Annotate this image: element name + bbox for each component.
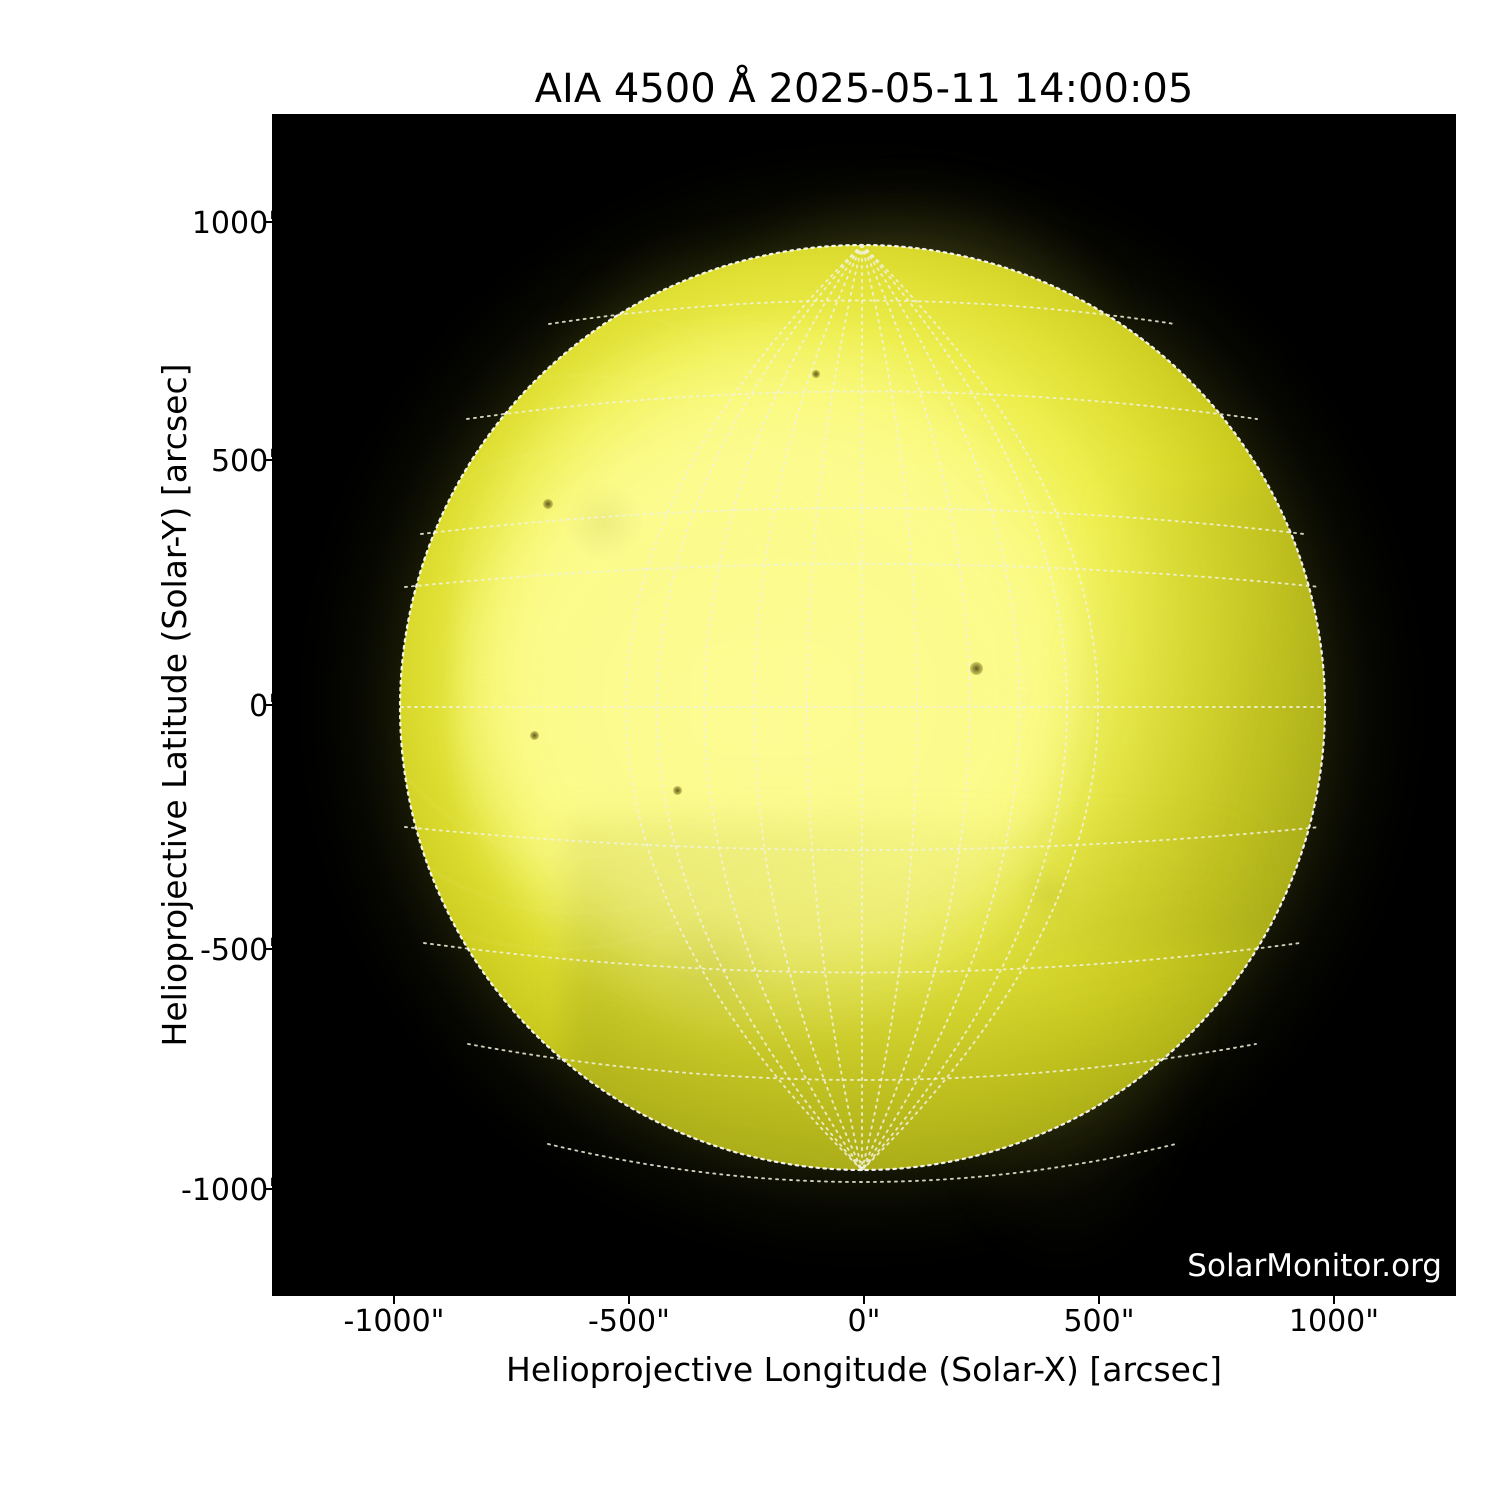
tick-label-x: -500" xyxy=(588,1304,670,1339)
tick-mark-x xyxy=(1098,1296,1100,1304)
tick-mark-x xyxy=(1333,1296,1335,1304)
tick-mark-y xyxy=(264,704,272,706)
solar-disk xyxy=(400,245,1325,1170)
tick-label-y: 500" xyxy=(210,444,282,479)
sunspot xyxy=(811,369,820,378)
y-axis-label: Helioprojective Latitude (Solar-Y) [arcs… xyxy=(155,363,194,1047)
watermark: SolarMonitor.org xyxy=(1187,1248,1442,1284)
tick-label-x: 500" xyxy=(1063,1304,1135,1339)
tick-mark-x xyxy=(863,1296,865,1304)
tick-label-x: 1000" xyxy=(1288,1304,1380,1339)
tick-mark-x xyxy=(628,1296,630,1304)
tick-mark-x xyxy=(393,1296,395,1304)
tick-mark-y xyxy=(264,948,272,950)
tick-label-x: -1000" xyxy=(343,1304,445,1339)
sunspot xyxy=(529,730,539,740)
tick-mark-y xyxy=(264,221,272,223)
plot-area[interactable]: SolarMonitor.org xyxy=(272,114,1456,1296)
page-title: AIA 4500 Å 2025-05-11 14:00:05 xyxy=(534,66,1194,112)
tick-label-x: 0" xyxy=(847,1304,881,1339)
sunspot xyxy=(969,662,983,676)
tick-label-y: -1000" xyxy=(181,1173,282,1208)
tick-mark-y xyxy=(264,1188,272,1190)
tick-label-y: -500" xyxy=(200,933,282,968)
tick-label-y: 1000" xyxy=(191,206,282,241)
sunspot xyxy=(672,786,682,796)
tick-label-y: 0" xyxy=(249,689,282,724)
x-axis-label: Helioprojective Longitude (Solar-X) [arc… xyxy=(506,1350,1222,1389)
tick-mark-y xyxy=(264,459,272,461)
